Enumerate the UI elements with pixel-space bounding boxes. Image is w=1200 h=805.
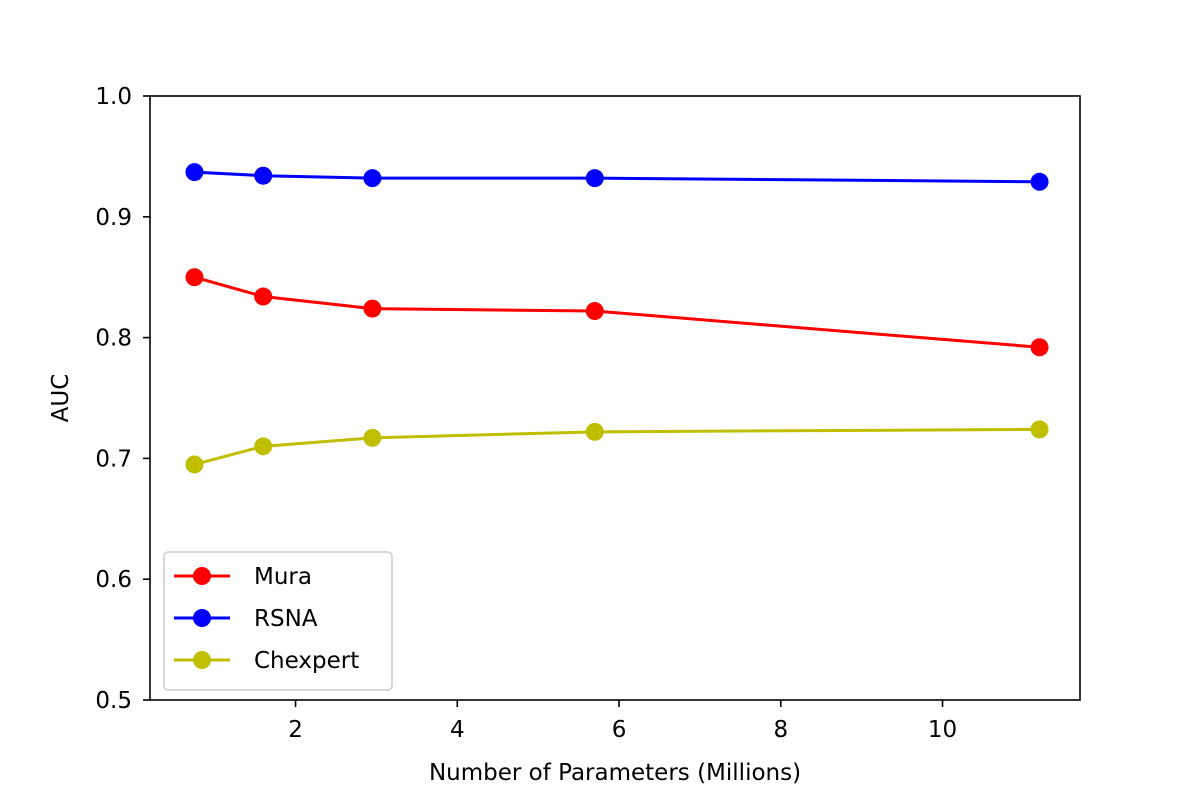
legend-box xyxy=(163,551,393,691)
series-rsna xyxy=(185,163,1049,191)
data-point-chexpert xyxy=(585,422,604,441)
y-tick-label: 1.0 xyxy=(95,84,132,110)
legend-label-rsna: RSNA xyxy=(254,606,318,632)
data-point-rsna xyxy=(254,166,273,185)
x-tick-label: 6 xyxy=(612,717,627,743)
data-point-mura xyxy=(1030,338,1049,357)
series-mura xyxy=(185,268,1049,357)
legend: Mura RSNA Chexpert xyxy=(163,551,393,691)
x-tick-label: 10 xyxy=(928,717,957,743)
legend-item-chexpert: Chexpert xyxy=(174,648,359,674)
data-point-mura xyxy=(585,302,604,321)
legend-item-rsna: RSNA xyxy=(174,606,318,632)
y-tick-label: 0.9 xyxy=(95,205,132,231)
legend-item-mura: Mura xyxy=(174,564,312,590)
y-tick-label: 0.7 xyxy=(95,446,132,472)
series-line-chexpert xyxy=(194,427,1040,466)
legend-marker-chexpert xyxy=(193,651,211,669)
y-axis-label: AUC xyxy=(48,374,74,423)
y-tick-label: 0.5 xyxy=(95,688,132,714)
data-point-chexpert xyxy=(1030,420,1049,439)
legend-label-chexpert: Chexpert xyxy=(254,648,359,674)
y-tick-label: 0.8 xyxy=(95,326,132,352)
x-tick-label: 2 xyxy=(288,717,303,743)
plot-frame xyxy=(149,95,1081,701)
x-axis-label: Number of Parameters (Millions) xyxy=(429,760,801,786)
legend-marker-rsna xyxy=(193,609,211,627)
x-tick-label: 8 xyxy=(773,717,788,743)
data-point-mura xyxy=(363,299,382,318)
data-point-rsna xyxy=(363,169,382,188)
legend-marker-mura xyxy=(193,567,211,585)
x-tick-label: 4 xyxy=(450,717,465,743)
legend-label-mura: Mura xyxy=(254,564,312,590)
data-point-rsna xyxy=(585,169,604,188)
y-axis-ticks: 0.5 0.6 0.7 0.8 0.9 1.0 xyxy=(95,84,150,714)
data-point-rsna xyxy=(185,163,204,182)
data-point-chexpert xyxy=(254,437,273,456)
series-chexpert xyxy=(185,420,1049,474)
data-point-chexpert xyxy=(185,455,204,474)
x-axis-ticks: 2 4 6 8 10 xyxy=(288,700,957,743)
series-layer xyxy=(185,163,1049,474)
y-tick-label: 0.6 xyxy=(95,567,132,593)
data-point-mura xyxy=(185,268,204,287)
data-point-rsna xyxy=(1030,172,1049,191)
data-point-chexpert xyxy=(363,428,382,447)
series-line-mura xyxy=(194,275,1040,349)
data-point-mura xyxy=(254,287,273,306)
series-line-rsna xyxy=(194,170,1040,184)
